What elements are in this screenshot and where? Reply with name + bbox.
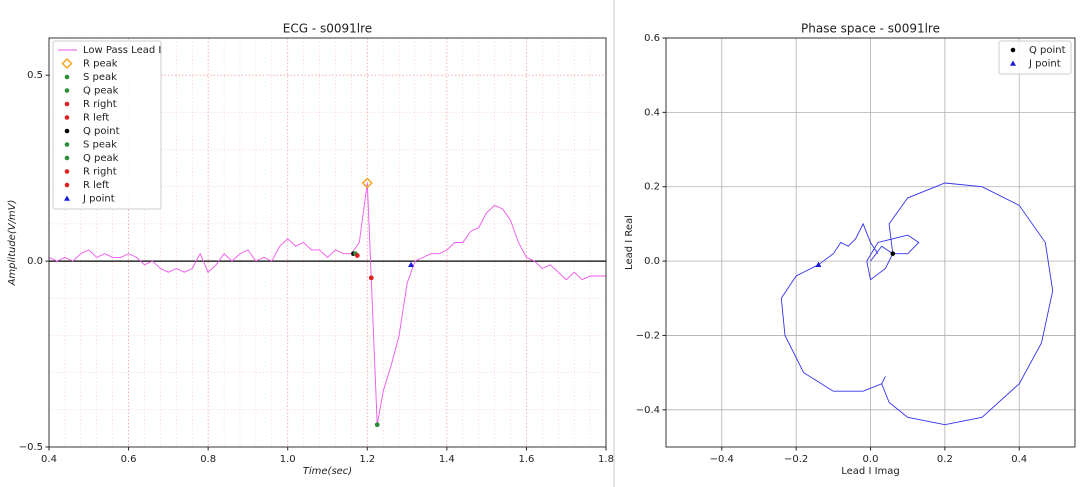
legend-label: J point <box>1028 59 1061 70</box>
x-tick-label: 1.0 <box>280 454 296 465</box>
x-tick-label: 1.2 <box>359 454 375 465</box>
plot-frame <box>48 37 607 448</box>
marker-dot <box>64 115 70 120</box>
y-tick-label: 0.0 <box>644 256 660 267</box>
legend-label: S peak <box>83 140 117 151</box>
chart-title: ECG - s0091lre <box>283 22 372 36</box>
marker-diamond <box>361 177 373 189</box>
x-tick-label: 1.6 <box>518 454 534 465</box>
x-tick-label: −0.4 <box>710 454 734 465</box>
y-tick-label: 0.5 <box>27 70 43 81</box>
y-tick-label: −0.5 <box>19 442 43 453</box>
marker-dot <box>64 74 70 80</box>
marker-diamond <box>61 57 73 70</box>
legend-label: Q peak <box>83 86 119 97</box>
signal-line <box>780 182 1054 426</box>
y-tick-label: −0.4 <box>636 405 660 416</box>
marker-dot <box>355 253 360 258</box>
x-tick-label: 0.6 <box>121 454 137 465</box>
chart-title: Phase space - s0091lre <box>801 22 940 36</box>
signal-line <box>48 182 606 425</box>
y-tick-label: 0.4 <box>644 107 660 118</box>
legend-label: R right <box>83 99 117 110</box>
marker-triangle <box>815 261 822 268</box>
marker-triangle <box>64 195 70 201</box>
legend-label: Q point <box>83 126 120 137</box>
legend-label: R peak <box>83 59 118 70</box>
marker-dot <box>64 155 70 161</box>
plot-frame <box>665 37 1076 448</box>
marker-dot <box>368 275 374 281</box>
legend-label: R left <box>83 180 109 191</box>
x-tick-label: −0.2 <box>784 454 808 465</box>
legend-label: Q point <box>1029 45 1066 56</box>
legend-label: R right <box>83 167 117 178</box>
x-tick-label: 0.4 <box>1011 454 1027 465</box>
marker-dot <box>64 128 70 134</box>
legend-box <box>52 40 162 210</box>
y-axis-label: Lead I Real <box>624 215 635 270</box>
marker-triangle <box>408 261 415 268</box>
legend-label: J point <box>82 194 115 205</box>
y-tick-label: 0.2 <box>644 182 660 193</box>
marker-dot <box>64 182 70 188</box>
x-tick-label: 1.4 <box>439 454 455 465</box>
marker-dot <box>64 88 70 93</box>
x-axis-label: Time(sec) <box>303 466 352 477</box>
marker-dot <box>890 251 896 256</box>
x-tick-label: 0.2 <box>937 454 953 465</box>
x-tick-label: 1.8 <box>598 454 614 465</box>
y-tick-label: 0.6 <box>644 33 660 44</box>
y-axis-label: Amplitude(V/mV) <box>7 200 18 287</box>
marker-dot <box>1010 47 1016 53</box>
legend-label: S peak <box>83 72 117 83</box>
x-tick-label: 0.0 <box>863 454 879 465</box>
marker-dot <box>64 169 70 174</box>
x-axis-label: Lead I Imag <box>841 466 900 477</box>
legend-box <box>998 40 1072 75</box>
x-tick-label: 0.8 <box>200 454 216 465</box>
marker-dot <box>64 101 70 107</box>
marker-dot <box>64 142 70 147</box>
legend-label: R left <box>83 113 109 124</box>
legend-label: Q peak <box>83 153 119 164</box>
marker-dot <box>374 422 380 427</box>
y-tick-label: −0.2 <box>636 330 660 341</box>
marker-triangle <box>1010 60 1016 66</box>
y-tick-label: 0.0 <box>27 256 43 267</box>
legend-label: Low Pass Lead I <box>83 45 161 56</box>
x-tick-label: 0.4 <box>41 454 57 465</box>
